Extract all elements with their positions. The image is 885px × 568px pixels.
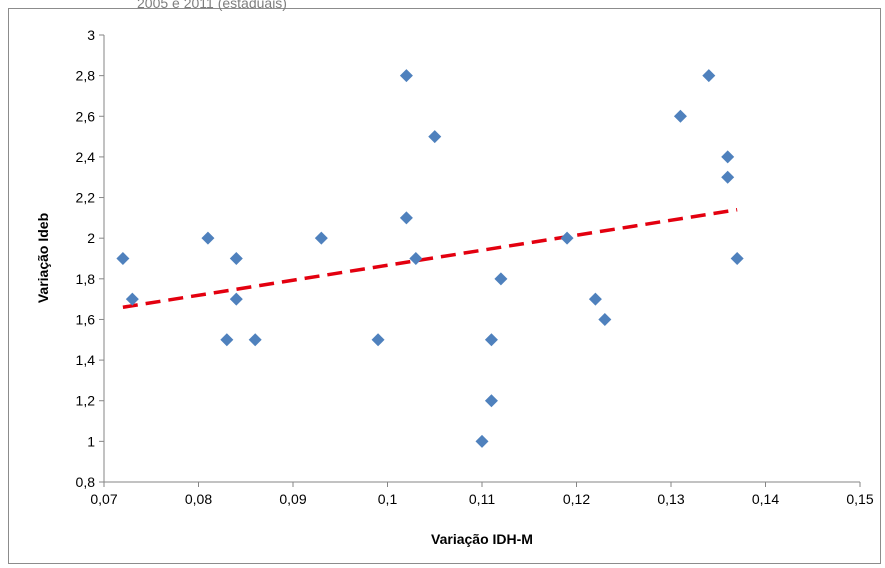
data-point-marker — [201, 231, 215, 245]
data-point-marker — [399, 211, 413, 225]
data-point-marker — [721, 150, 735, 164]
x-tick-label: 0,14 — [752, 491, 779, 507]
y-axis-title: Variação Ideb — [35, 213, 51, 303]
data-point-marker — [229, 252, 243, 265]
chart-title-partial: 2005 e 2011 (estaduais) — [137, 0, 287, 11]
trendline-group — [122, 208, 738, 309]
data-point-marker — [588, 292, 602, 306]
x-tick-label: 0,08 — [185, 491, 212, 507]
y-tick-label: 1,6 — [76, 311, 96, 327]
y-tick-label: 1,4 — [76, 352, 96, 368]
y-tick-label: 2 — [87, 230, 95, 246]
x-tick-label: 0,07 — [90, 491, 117, 507]
data-point-marker — [409, 252, 423, 265]
data-point-marker — [399, 69, 413, 83]
x-tick-label: 0,11 — [469, 491, 495, 507]
y-tick-label: 1,8 — [76, 271, 96, 287]
y-tick-label: 0,8 — [76, 474, 96, 490]
data-point-marker — [494, 272, 508, 286]
chart-frame — [8, 8, 881, 564]
tick-marks — [99, 34, 861, 487]
data-point-marker — [229, 292, 243, 306]
y-tick-label: 1 — [87, 433, 95, 449]
data-point-marker — [598, 312, 612, 326]
data-point-marker — [673, 109, 687, 123]
trendline — [122, 208, 738, 309]
y-tick-label: 3 — [87, 27, 95, 43]
data-point-marker — [428, 130, 442, 144]
x-tick-label: 0,09 — [279, 491, 306, 507]
data-point-marker — [125, 292, 139, 306]
x-axis-title: Variação IDH-M — [431, 531, 533, 547]
x-tick-labels: 0,07 0,08 0,09 0,1 0,11 0,12 0,13 0,14 0,15 — [90, 491, 873, 507]
axes — [103, 35, 860, 483]
data-point-marker — [371, 333, 385, 347]
x-tick-label: 0,13 — [657, 491, 684, 507]
data-point-marker — [484, 333, 498, 347]
data-point-marker — [721, 170, 735, 184]
data-point-marker — [730, 252, 744, 265]
data-point-marker — [220, 333, 234, 347]
data-point-marker — [475, 434, 489, 448]
y-tick-label: 2,8 — [76, 68, 96, 84]
data-point-marker — [314, 231, 328, 245]
y-tick-label: 2,6 — [76, 108, 96, 124]
x-tick-label: 0,12 — [563, 491, 590, 507]
data-point-marker — [560, 231, 574, 245]
x-tick-label: 0,1 — [378, 491, 398, 507]
x-tick-label: 0,15 — [846, 491, 873, 507]
y-tick-label: 2,2 — [76, 190, 96, 206]
y-tick-labels: 0,8 1 1,2 1,4 1,6 1,8 2 2,2 2,4 2,6 2,8 3 — [76, 27, 96, 490]
data-point-marker — [116, 252, 130, 265]
data-point-marker — [702, 69, 716, 83]
y-tick-label: 1,2 — [76, 393, 96, 409]
y-tick-label: 2,4 — [76, 149, 96, 165]
data-points — [116, 69, 744, 448]
data-point-marker — [248, 333, 262, 347]
data-point-marker — [484, 394, 498, 408]
